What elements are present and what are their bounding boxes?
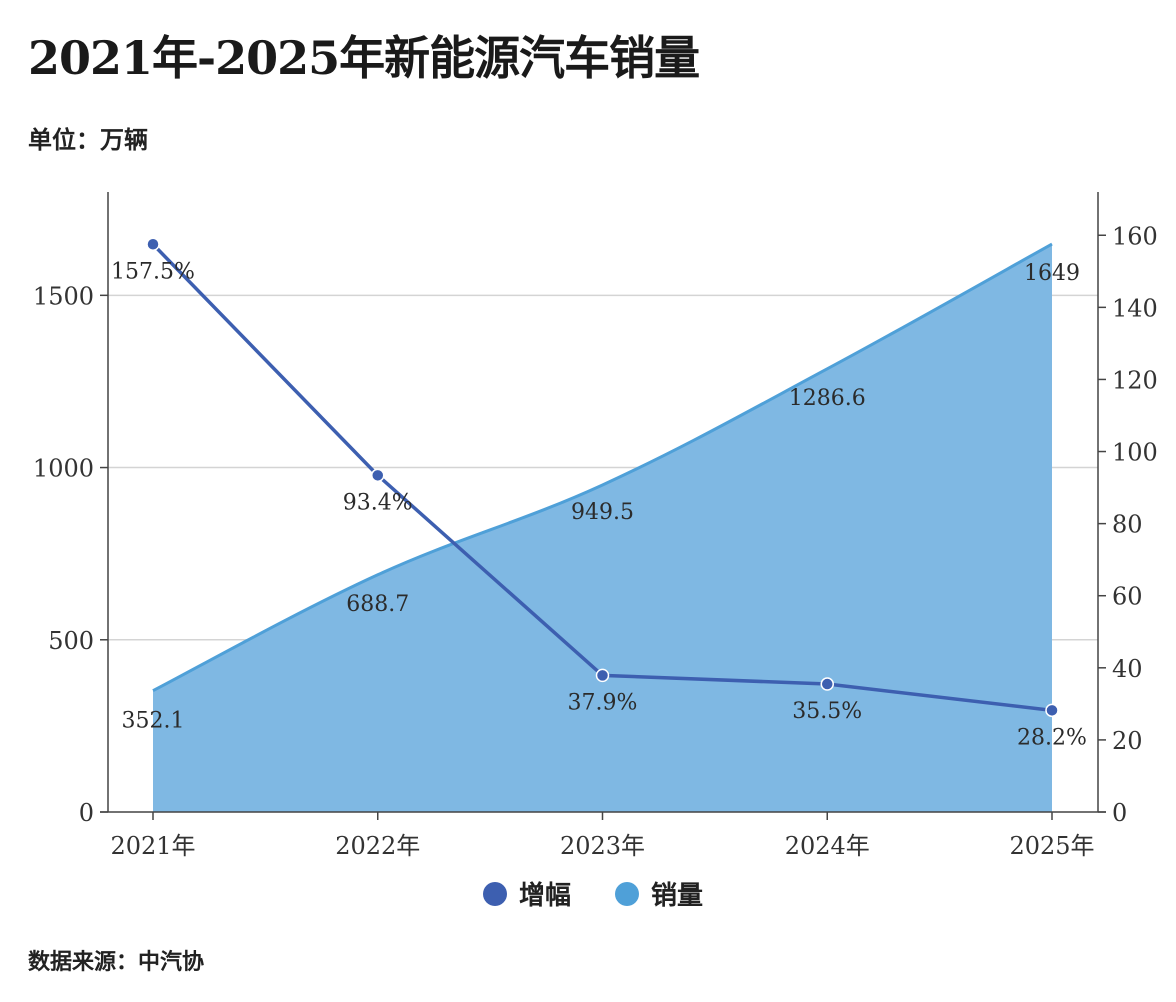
y-right-tick-label: 120 xyxy=(1112,366,1158,394)
legend-swatch xyxy=(483,882,507,906)
x-tick-label: 2023年 xyxy=(560,832,645,860)
growth-point xyxy=(146,237,160,252)
x-tick-label: 2025年 xyxy=(1009,832,1094,860)
growth-value-label: 37.9% xyxy=(568,690,638,715)
unit-label: 单位：万辆 xyxy=(28,125,148,154)
growth-line-series xyxy=(146,237,1059,718)
legend-label: 增幅 xyxy=(519,880,571,911)
x-tick-label: 2024年 xyxy=(785,832,870,860)
data-labels: 352.1 688.7 949.5 1286.6 1649 157.5% 93.4% 37.9… xyxy=(111,259,1087,750)
growth-value-label: 157.5% xyxy=(111,259,195,284)
y-left-tick-label: 1000 xyxy=(33,455,94,483)
sales-value-label: 352.1 xyxy=(122,709,185,734)
growth-point xyxy=(371,468,385,483)
axes: 0 500 1000 1500 0 20 40 60 80 100 120 140 160 2021年 20… xyxy=(33,192,1158,860)
growth-point xyxy=(820,677,834,691)
legend-label: 销量 xyxy=(651,881,703,911)
growth-value-label: 93.4% xyxy=(343,490,413,515)
sales-value-label: 949.5 xyxy=(571,500,634,525)
growth-point xyxy=(595,668,610,683)
y-left-tick-label: 1500 xyxy=(33,282,94,310)
y-left-tick-label: 0 xyxy=(79,799,94,827)
legend: 增幅 销量 xyxy=(483,880,703,911)
sales-area-fill xyxy=(153,244,1052,812)
chart-title: 2021年-2025年新能源汽车销量 xyxy=(28,31,700,85)
y-right-tick-label: 160 xyxy=(1112,222,1158,250)
sales-value-label: 1286.6 xyxy=(789,386,866,411)
y-right-tick-label: 80 xyxy=(1112,511,1143,539)
y-right-tick-label: 100 xyxy=(1112,439,1158,467)
legend-swatch xyxy=(615,882,639,906)
growth-value-label: 35.5% xyxy=(792,699,862,724)
y-left-tick-label: 500 xyxy=(48,627,94,655)
x-tick-label: 2021年 xyxy=(110,832,195,860)
sales-area-line xyxy=(152,242,1053,693)
data-source: 数据来源：中汽协 xyxy=(28,949,205,975)
sales-area-series xyxy=(152,242,1053,812)
sales-value-label: 688.7 xyxy=(346,592,409,617)
growth-point xyxy=(1045,703,1059,718)
y-right-tick-label: 140 xyxy=(1112,294,1158,322)
sales-value-label: 1649 xyxy=(1024,261,1080,286)
y-right-tick-label: 20 xyxy=(1112,727,1143,755)
growth-value-label: 28.2% xyxy=(1017,725,1087,750)
y-right-tick-label: 60 xyxy=(1112,583,1143,611)
x-tick-label: 2022年 xyxy=(335,832,420,860)
y-right-tick-label: 40 xyxy=(1112,655,1143,683)
y-right-tick-label: 0 xyxy=(1112,799,1127,827)
